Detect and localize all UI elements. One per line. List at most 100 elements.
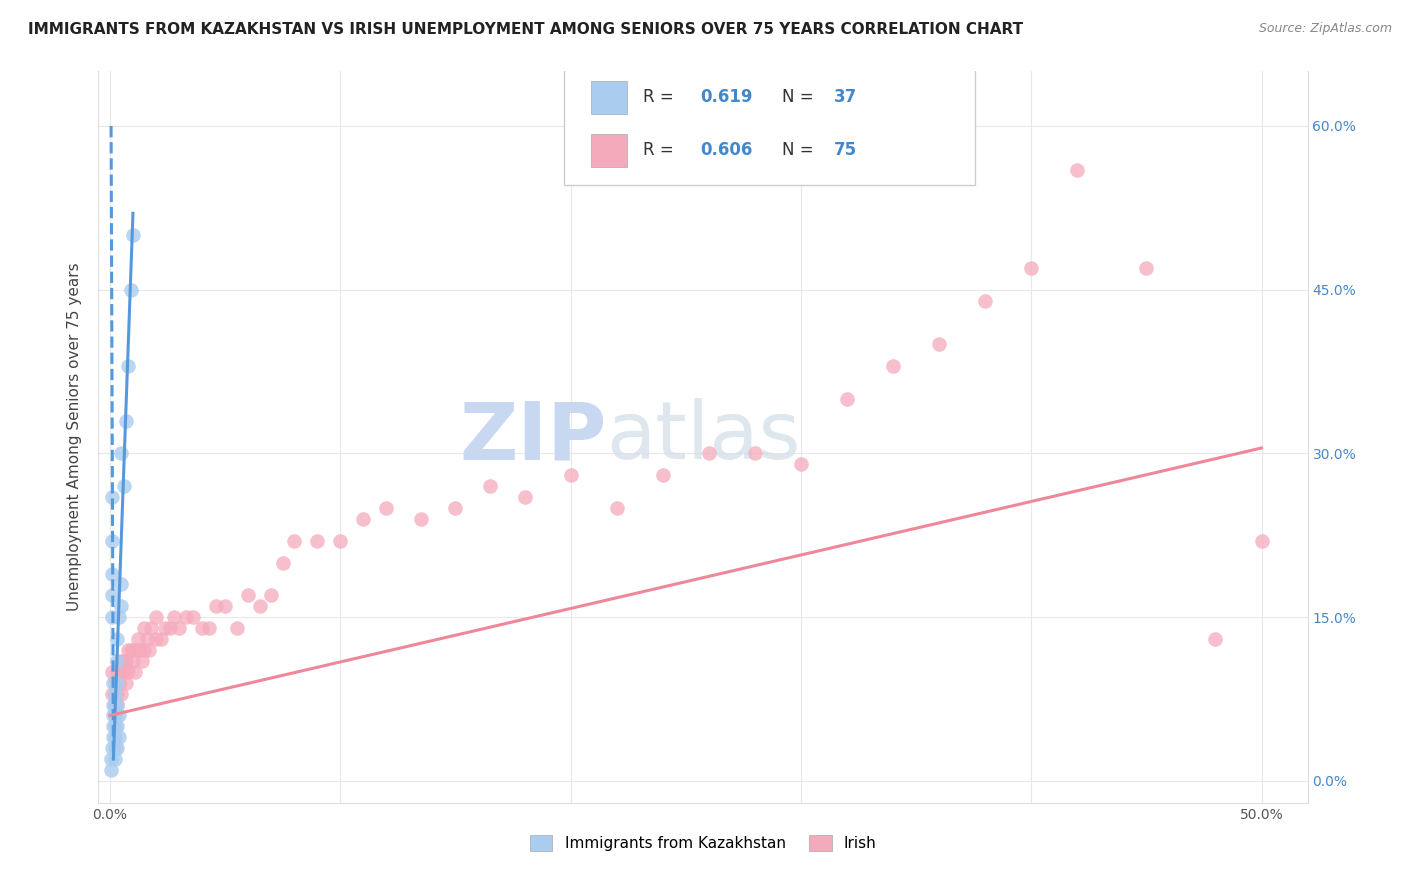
Point xyxy=(110,599,132,614)
Point xyxy=(882,359,904,373)
Point xyxy=(110,446,132,460)
Point xyxy=(112,665,135,679)
Point xyxy=(101,687,124,701)
Point xyxy=(122,654,145,668)
Point xyxy=(444,501,467,516)
Point xyxy=(120,643,142,657)
Point xyxy=(835,392,858,406)
Point xyxy=(103,675,125,690)
Point xyxy=(103,708,125,723)
Y-axis label: Unemployment Among Seniors over 75 years: Unemployment Among Seniors over 75 years xyxy=(67,263,83,611)
Text: 75: 75 xyxy=(834,142,856,160)
Point xyxy=(105,675,128,690)
FancyBboxPatch shape xyxy=(564,64,976,185)
Point xyxy=(329,533,352,548)
Point xyxy=(124,665,146,679)
Point xyxy=(149,632,172,646)
Point xyxy=(163,610,186,624)
Point xyxy=(110,665,132,679)
Point xyxy=(236,588,259,602)
Point xyxy=(1204,632,1226,646)
Point xyxy=(105,719,128,733)
Point xyxy=(103,719,125,733)
Point xyxy=(105,632,128,646)
Point xyxy=(108,708,131,723)
Point xyxy=(181,610,204,624)
Point xyxy=(283,533,305,548)
Text: ZIP: ZIP xyxy=(458,398,606,476)
Point xyxy=(145,610,167,624)
Point xyxy=(1019,260,1042,275)
Point xyxy=(115,654,138,668)
Text: IMMIGRANTS FROM KAZAKHSTAN VS IRISH UNEMPLOYMENT AMONG SENIORS OVER 75 YEARS COR: IMMIGRANTS FROM KAZAKHSTAN VS IRISH UNEM… xyxy=(28,22,1024,37)
Point xyxy=(100,752,122,766)
Point xyxy=(167,621,190,635)
Point xyxy=(205,599,228,614)
Point xyxy=(103,708,125,723)
Point xyxy=(105,698,128,712)
Point xyxy=(101,731,124,745)
Text: R =: R = xyxy=(643,88,679,106)
Point xyxy=(1250,533,1272,548)
Point xyxy=(127,632,149,646)
Point xyxy=(110,687,132,701)
Point xyxy=(271,556,294,570)
Point xyxy=(101,490,124,504)
Point xyxy=(103,741,125,756)
Point xyxy=(128,643,150,657)
Point xyxy=(145,632,167,646)
Point xyxy=(249,599,271,614)
Point xyxy=(117,643,139,657)
Point xyxy=(100,763,122,777)
Text: N =: N = xyxy=(782,88,818,106)
Point xyxy=(108,731,131,745)
Point xyxy=(141,621,163,635)
Point xyxy=(117,359,139,373)
Point xyxy=(101,741,124,756)
Point xyxy=(108,610,131,624)
Point xyxy=(375,501,398,516)
Text: 0.619: 0.619 xyxy=(700,88,754,106)
Point xyxy=(1066,162,1088,177)
Text: R =: R = xyxy=(643,142,679,160)
Text: atlas: atlas xyxy=(606,398,800,476)
Point xyxy=(127,643,149,657)
Point xyxy=(120,283,142,297)
Point xyxy=(110,577,132,591)
Point xyxy=(112,479,135,493)
Point xyxy=(134,621,156,635)
Point xyxy=(103,698,125,712)
Bar xyxy=(591,135,627,168)
Point xyxy=(101,533,124,548)
Point xyxy=(790,458,813,472)
Text: 37: 37 xyxy=(834,88,856,106)
Point xyxy=(103,719,125,733)
Point xyxy=(103,698,125,712)
Point xyxy=(974,293,997,308)
Point xyxy=(101,610,124,624)
Point xyxy=(105,698,128,712)
Point xyxy=(108,675,131,690)
Text: 0.606: 0.606 xyxy=(700,142,754,160)
Point xyxy=(159,621,181,635)
Point xyxy=(103,698,125,712)
Point xyxy=(122,228,145,243)
Point xyxy=(352,512,374,526)
Point xyxy=(478,479,501,493)
Point xyxy=(105,665,128,679)
Point xyxy=(103,675,125,690)
Point xyxy=(108,675,131,690)
Point xyxy=(260,588,283,602)
Point xyxy=(409,512,432,526)
Text: Source: ZipAtlas.com: Source: ZipAtlas.com xyxy=(1258,22,1392,36)
Point xyxy=(110,654,132,668)
Point xyxy=(1135,260,1157,275)
Legend: Immigrants from Kazakhstan, Irish: Immigrants from Kazakhstan, Irish xyxy=(523,830,883,857)
Point xyxy=(928,337,950,351)
Point xyxy=(198,621,221,635)
Point xyxy=(174,610,197,624)
Point xyxy=(214,599,236,614)
Point xyxy=(117,665,139,679)
Point xyxy=(697,446,720,460)
Point xyxy=(105,741,128,756)
